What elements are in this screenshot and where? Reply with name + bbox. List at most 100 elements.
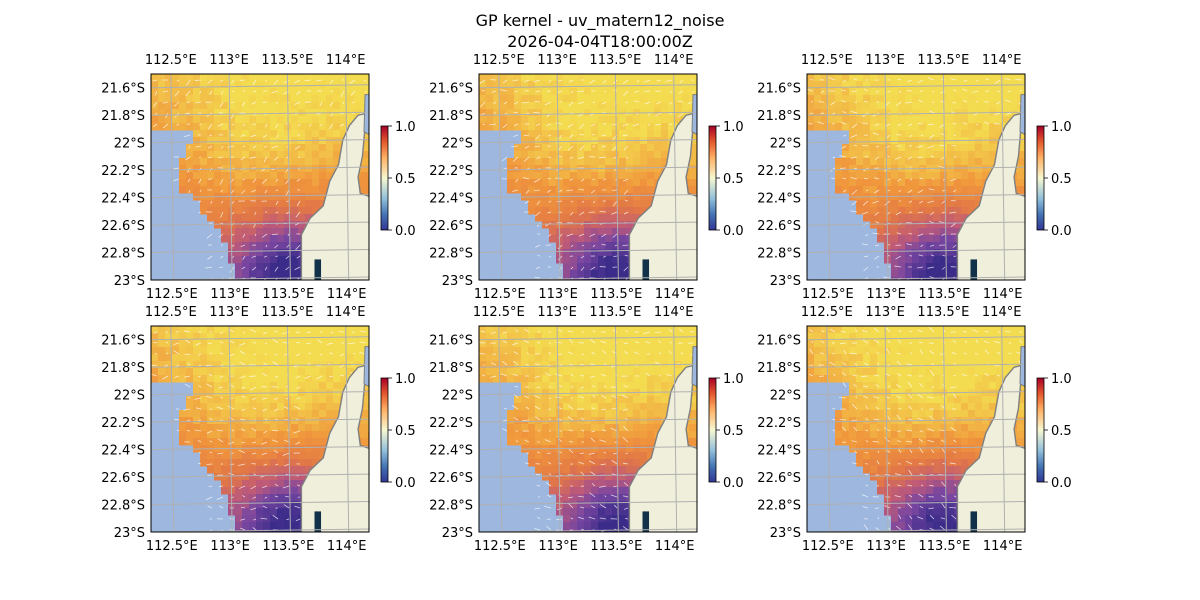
heatmap-cell xyxy=(500,354,508,362)
heatmap-cell xyxy=(270,326,278,334)
heatmap-cell xyxy=(207,137,215,145)
heatmap-cell xyxy=(619,102,627,110)
heatmap-cell xyxy=(235,81,243,89)
heatmap-cell xyxy=(968,172,976,180)
heatmap-cell xyxy=(270,144,278,152)
heatmap-cell xyxy=(514,74,522,82)
heatmap-cell xyxy=(577,375,585,383)
heatmap-cell xyxy=(849,172,857,180)
quiver-arrow xyxy=(972,90,979,93)
heatmap-cell xyxy=(193,88,201,96)
heatmap-cell xyxy=(863,137,871,145)
heatmap-cell xyxy=(807,109,815,117)
quiver-arrow xyxy=(187,178,191,183)
heatmap-cell xyxy=(214,172,222,180)
heatmap-cell xyxy=(640,452,648,460)
heatmap-cell xyxy=(626,375,634,383)
heatmap-cell xyxy=(249,207,257,215)
heatmap-cell xyxy=(605,179,613,187)
quiver-arrow xyxy=(209,451,213,454)
quiver-arrow xyxy=(851,111,858,114)
heatmap-cell xyxy=(270,431,278,439)
heatmap-cell xyxy=(884,144,892,152)
heatmap-cell xyxy=(235,326,243,334)
heatmap-cell xyxy=(242,375,250,383)
heatmap-cell xyxy=(919,193,927,201)
heatmap-cell xyxy=(570,494,578,502)
heatmap-cell xyxy=(849,158,857,166)
heatmap-cell xyxy=(563,95,571,103)
heatmap-cell xyxy=(235,263,243,271)
heatmap-cell xyxy=(542,368,550,376)
heatmap-cell xyxy=(172,74,180,82)
quiver-arrow xyxy=(997,90,1001,93)
heatmap-cell xyxy=(235,151,243,159)
heatmap-cell xyxy=(298,333,306,341)
y-tick-label: 22.2°S xyxy=(101,416,145,431)
heatmap-cell xyxy=(961,214,969,222)
heatmap-cell xyxy=(270,340,278,348)
heatmap-cell xyxy=(563,438,571,446)
heatmap-cell xyxy=(654,368,662,376)
heatmap-cell xyxy=(563,347,571,355)
heatmap-cell xyxy=(528,403,536,411)
grid-line-lat xyxy=(151,336,369,341)
map-frame xyxy=(806,73,1026,281)
heatmap-cell xyxy=(521,151,529,159)
heatmap-cell xyxy=(514,151,522,159)
heatmap-cell xyxy=(549,396,557,404)
heatmap-cell xyxy=(940,242,948,250)
heatmap-cell xyxy=(996,123,1004,131)
heatmap-cell xyxy=(570,403,578,411)
heatmap-cell xyxy=(619,74,627,82)
colorbar-tick-label: 0.0 xyxy=(1051,224,1072,239)
heatmap-cell xyxy=(968,81,976,89)
heatmap-cell xyxy=(298,186,306,194)
quiver-arrow xyxy=(482,123,486,125)
heatmap-cell xyxy=(221,81,229,89)
heatmap-cell xyxy=(535,382,543,390)
quiver-arrow xyxy=(230,384,235,388)
heatmap-cell xyxy=(682,347,690,355)
heatmap-cell xyxy=(535,340,543,348)
heatmap-cell xyxy=(207,375,215,383)
heatmap-cell xyxy=(584,144,592,152)
heatmap-cell xyxy=(298,172,306,180)
heatmap-cell xyxy=(919,172,927,180)
heatmap-cell xyxy=(926,179,934,187)
heatmap-cell xyxy=(814,102,822,110)
y-tick-label: 23°S xyxy=(442,274,473,289)
quiver-arrow xyxy=(251,266,257,271)
quiver-arrow xyxy=(599,211,607,213)
heatmap-cell xyxy=(333,347,341,355)
heatmap-cell xyxy=(619,368,627,376)
quiver-arrow xyxy=(207,505,213,509)
heatmap-cell xyxy=(849,102,857,110)
heatmap-cell xyxy=(193,410,201,418)
quiver-arrow xyxy=(329,375,334,378)
heatmap-cell xyxy=(570,249,578,257)
quiver-arrow xyxy=(861,144,869,147)
heatmap-cell xyxy=(1010,74,1018,82)
heatmap-cell xyxy=(242,361,250,369)
heatmap-cell xyxy=(905,144,913,152)
x-tick-label-top: 114°E xyxy=(326,305,366,320)
quiver-arrow xyxy=(220,79,224,83)
heatmap-cell xyxy=(570,200,578,208)
heatmap-cell xyxy=(528,347,536,355)
quiver-arrow xyxy=(271,145,279,149)
quiver-arrow xyxy=(853,144,858,147)
heatmap-cell xyxy=(514,95,522,103)
heatmap-cell xyxy=(312,95,320,103)
heatmap-cell xyxy=(661,354,669,362)
colorbar-tick-label: 1.0 xyxy=(395,372,416,387)
heatmap-cell xyxy=(214,81,222,89)
heatmap-cell xyxy=(165,340,173,348)
heatmap-cell xyxy=(563,431,571,439)
quiver-arrow xyxy=(219,485,224,488)
heatmap-cell xyxy=(249,74,257,82)
y-tick-label: 22°S xyxy=(442,137,473,152)
heatmap-cell xyxy=(675,326,683,334)
quiver-arrow xyxy=(929,244,935,247)
heatmap-cell xyxy=(507,123,515,131)
